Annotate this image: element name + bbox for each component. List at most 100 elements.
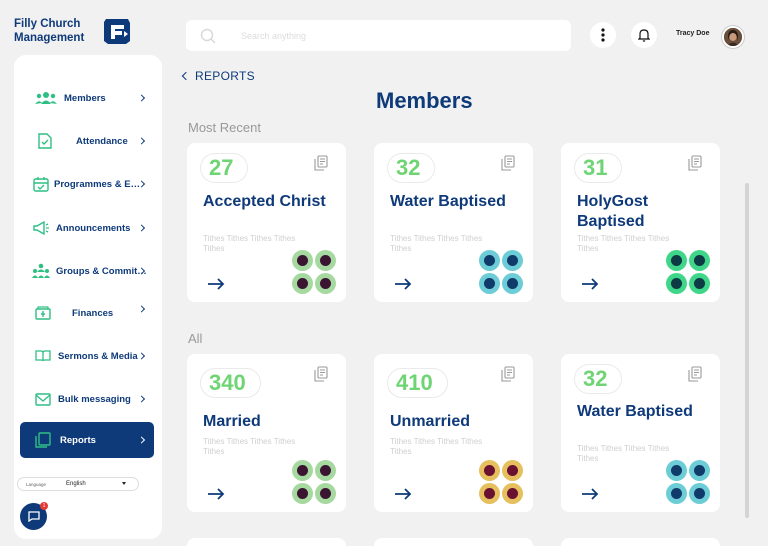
sidebar-item-label: Sermons & Media: [58, 350, 138, 362]
dot: [292, 250, 313, 271]
dot: [502, 273, 523, 294]
chat-icon: [27, 511, 40, 522]
count-badge: 31: [574, 153, 623, 183]
chevron-right-icon: [137, 436, 146, 444]
more-vertical-icon: [601, 28, 605, 42]
back-link[interactable]: REPORTS: [181, 69, 255, 83]
dot: [666, 483, 687, 504]
dots-graphic: [666, 250, 710, 294]
report-card[interactable]: [561, 538, 720, 546]
report-card[interactable]: 27 Accepted Christ Tithes Tithes Tithes …: [187, 143, 346, 302]
language-select[interactable]: Language English: [18, 478, 138, 490]
arrow-right-icon[interactable]: [581, 488, 599, 500]
sidebar-item-bulk-messaging[interactable]: Bulk messaging: [20, 381, 154, 417]
dot: [292, 273, 313, 294]
chevron-right-icon: [137, 137, 146, 145]
dot: [479, 273, 500, 294]
page-title: Members: [376, 88, 473, 113]
more-options-button[interactable]: [590, 22, 616, 48]
dot: [689, 273, 710, 294]
report-card[interactable]: 31 HolyGost Baptised Tithes Tithes Tithe…: [561, 143, 720, 302]
sidebar-item-groups[interactable]: Groups & Committ...: [20, 253, 154, 289]
arrow-right-icon[interactable]: [207, 488, 225, 500]
sidebar-item-announcements[interactable]: Announcements: [20, 210, 154, 246]
sidebar-item-finances[interactable]: Finances: [20, 295, 154, 331]
dot: [689, 250, 710, 271]
calendar-icon: [30, 175, 52, 193]
section-title-most-recent: Most Recent: [188, 120, 261, 135]
search-icon: [200, 28, 216, 44]
user-name[interactable]: Tracy Doe: [676, 30, 710, 37]
report-card[interactable]: 32 Water Baptised Tithes Tithes Tithes T…: [374, 143, 533, 302]
copy-icon[interactable]: [314, 366, 328, 382]
sidebar-item-label: Groups & Committ...: [56, 265, 148, 277]
brand: Filly Church Management: [14, 17, 164, 49]
arrow-right-icon[interactable]: [581, 278, 599, 290]
dot: [292, 460, 313, 481]
report-card[interactable]: [374, 538, 533, 546]
dot: [479, 483, 500, 504]
sidebar-item-label: Finances: [72, 307, 114, 319]
sidebar-item-members[interactable]: Members: [20, 80, 154, 116]
copy-icon[interactable]: [314, 155, 328, 171]
count-badge: 410: [387, 368, 448, 398]
section-title-all: All: [188, 331, 203, 346]
sidebar-item-programmes[interactable]: Programmes & Eve...: [20, 166, 154, 202]
language-label: Language: [26, 481, 47, 487]
arrow-right-icon[interactable]: [394, 278, 412, 290]
copy-icon[interactable]: [501, 366, 515, 382]
sidebar-item-label: Bulk messaging: [58, 393, 131, 405]
dot: [666, 250, 687, 271]
sidebar-item-sermons[interactable]: Sermons & Media: [20, 338, 154, 374]
chevron-right-icon: [137, 94, 146, 102]
reports-icon: [32, 431, 54, 449]
sidebar-item-label: Announcements: [56, 222, 131, 234]
count-badge: 32: [387, 153, 436, 183]
dot: [315, 273, 336, 294]
count-badge: 27: [200, 153, 249, 183]
avatar[interactable]: [722, 26, 744, 48]
dot: [315, 483, 336, 504]
dot: [689, 483, 710, 504]
card-title: HolyGost Baptised: [577, 193, 649, 230]
dot: [502, 483, 523, 504]
back-label: REPORTS: [195, 69, 255, 83]
members-icon: [34, 89, 58, 107]
language-value: English: [66, 481, 86, 487]
report-card[interactable]: 410 Unmarried Tithes Tithes Tithes Tithe…: [374, 354, 533, 512]
card-subtitle: Tithes Tithes Tithes Tithes Tithes: [577, 234, 670, 253]
dot: [502, 460, 523, 481]
arrow-right-icon[interactable]: [394, 488, 412, 500]
dot: [479, 250, 500, 271]
copy-icon[interactable]: [688, 155, 702, 171]
copy-icon[interactable]: [501, 155, 515, 171]
report-card[interactable]: [187, 538, 346, 546]
dot: [479, 460, 500, 481]
dot: [292, 483, 313, 504]
scrollbar[interactable]: [745, 183, 749, 518]
attendance-icon: [34, 132, 56, 150]
dot: [315, 460, 336, 481]
sidebar-item-reports[interactable]: Reports: [20, 422, 154, 458]
chevron-left-icon: [181, 71, 191, 81]
search-bar[interactable]: [186, 20, 571, 51]
sidebar-item-label: Members: [64, 92, 106, 104]
arrow-right-icon[interactable]: [207, 278, 225, 290]
chat-button[interactable]: 1: [20, 502, 48, 530]
dots-graphic: [666, 460, 710, 504]
sidebar-item-attendance[interactable]: Attendance: [20, 123, 154, 159]
notification-badge: 1: [40, 502, 48, 510]
copy-icon[interactable]: [688, 366, 702, 382]
sidebar-item-label: Reports: [60, 434, 96, 446]
report-card[interactable]: 32 Water Baptised Tithes Tithes Tithes T…: [561, 354, 720, 512]
brand-logo-icon: [104, 19, 130, 44]
dots-graphic: [292, 460, 336, 504]
search-input[interactable]: [241, 30, 541, 41]
dots-graphic: [479, 250, 523, 294]
card-subtitle: Tithes Tithes Tithes Tithes Tithes: [577, 444, 670, 463]
card-subtitle: Tithes Tithes Tithes Tithes Tithes: [203, 234, 296, 253]
notifications-button[interactable]: [631, 22, 657, 48]
dot: [689, 460, 710, 481]
report-card[interactable]: 340 Married Tithes Tithes Tithes Tithes …: [187, 354, 346, 512]
mail-icon: [32, 390, 54, 408]
